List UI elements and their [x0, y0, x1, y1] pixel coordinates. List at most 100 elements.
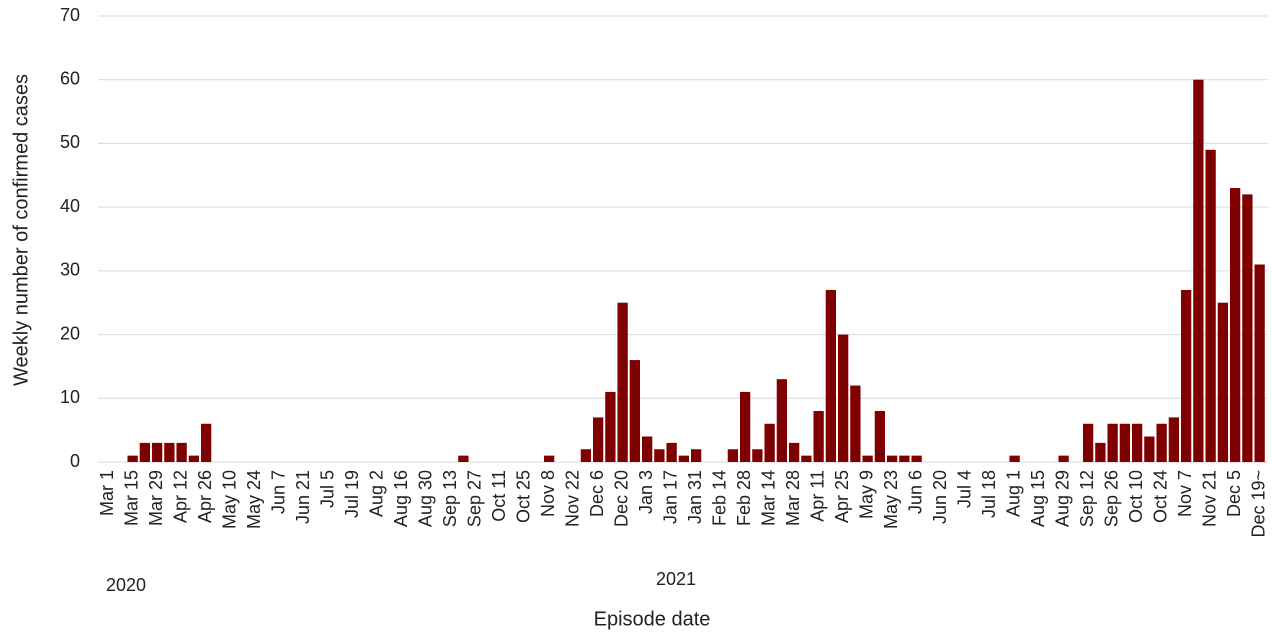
y-axis-title: Weekly number of confirmed cases — [10, 74, 32, 386]
x-tick-label: Oct 10 — [1126, 470, 1146, 523]
bar — [543, 455, 555, 462]
bar — [837, 334, 849, 462]
bar — [164, 442, 175, 462]
bar — [825, 289, 837, 462]
bar — [1254, 264, 1265, 462]
bar — [911, 455, 922, 462]
bar — [801, 455, 812, 462]
bar — [899, 455, 910, 462]
bar — [592, 417, 604, 462]
bar — [1119, 423, 1131, 462]
y-tick-label: 40 — [60, 196, 80, 216]
bar — [813, 411, 824, 462]
x-tick-label: Feb 28 — [734, 470, 754, 526]
bar — [690, 449, 702, 462]
bar — [1095, 442, 1106, 462]
x-tick-label: Nov 22 — [562, 470, 582, 527]
bar — [1082, 423, 1094, 462]
year-label: 2021 — [656, 569, 696, 589]
bar — [176, 442, 187, 462]
y-tick-label: 20 — [60, 323, 80, 343]
year-label: 2020 — [106, 575, 146, 595]
bar — [139, 442, 151, 462]
x-tick-label: Jul 4 — [954, 470, 974, 508]
x-tick-label: Jul 5 — [317, 470, 337, 508]
x-tick-label: Apr 25 — [832, 470, 852, 523]
bar — [1229, 188, 1241, 462]
x-tick-label: Jan 3 — [636, 470, 656, 514]
x-tick-label: Jun 6 — [905, 470, 925, 514]
bar — [188, 455, 200, 462]
bar — [1242, 194, 1253, 462]
bar — [654, 449, 665, 462]
bar — [1156, 423, 1167, 462]
x-tick-label: Jun 21 — [293, 470, 313, 524]
x-tick-label: Sep 13 — [440, 470, 460, 527]
y-tick-label: 10 — [60, 387, 80, 407]
x-tick-label: Mar 15 — [121, 470, 141, 526]
x-tick-label: Jan 17 — [660, 470, 680, 524]
x-tick-label: Sep 26 — [1101, 470, 1121, 527]
x-tick-label: Jun 7 — [268, 470, 288, 514]
bar — [1131, 423, 1143, 462]
bar — [1205, 149, 1216, 463]
bar — [200, 423, 212, 462]
bar — [678, 455, 690, 462]
bar — [1180, 289, 1192, 462]
y-tick-label: 30 — [60, 260, 80, 280]
bar — [629, 360, 641, 462]
x-tick-label: Jun 20 — [930, 470, 950, 524]
x-tick-label: Aug 29 — [1052, 470, 1072, 527]
x-tick-label: May 9 — [856, 470, 876, 519]
x-tick-label: Jul 19 — [342, 470, 362, 518]
bar — [752, 449, 763, 462]
bar — [739, 391, 751, 462]
x-tick-label: Dec 6 — [587, 470, 607, 517]
bar — [727, 449, 739, 462]
x-tick-label: Sep 27 — [464, 470, 484, 527]
x-tick-label: Oct 25 — [513, 470, 533, 523]
x-tick-label: Mar 1 — [97, 470, 117, 516]
y-tick-label: 60 — [60, 68, 80, 88]
y-tick-label: 0 — [70, 451, 80, 471]
x-tick-label: Mar 29 — [146, 470, 166, 526]
bar — [1009, 455, 1020, 462]
x-tick-label: Aug 16 — [391, 470, 411, 527]
bar — [1144, 436, 1155, 462]
x-tick-label: Dec 19~ — [1248, 470, 1268, 538]
x-tick-label: Mar 28 — [783, 470, 803, 526]
x-tick-label: Dec 20 — [611, 470, 631, 527]
bar — [1107, 423, 1118, 462]
bar — [788, 442, 800, 462]
bar — [1168, 417, 1180, 462]
x-tick-label: Jul 18 — [979, 470, 999, 518]
x-tick-label: Nov 7 — [1175, 470, 1195, 517]
y-tick-label: 70 — [60, 5, 80, 25]
x-axis-title: Episode date — [594, 608, 711, 630]
bar — [666, 442, 677, 462]
x-tick-label: May 24 — [244, 470, 264, 529]
x-tick-label: Oct 11 — [489, 470, 509, 522]
x-tick-label: Aug 30 — [415, 470, 435, 527]
x-tick-label: Apr 26 — [195, 470, 215, 523]
x-tick-label: Sep 12 — [1077, 470, 1097, 527]
x-tick-label: Nov 21 — [1199, 470, 1219, 527]
x-tick-label: Apr 11 — [807, 470, 827, 522]
bar — [617, 302, 628, 462]
x-tick-label: Apr 12 — [170, 470, 190, 523]
bar — [641, 436, 653, 462]
bar — [127, 455, 138, 462]
x-tick-label: Aug 1 — [1003, 470, 1023, 517]
bar — [580, 449, 592, 462]
x-tick-label: Oct 24 — [1150, 470, 1170, 523]
bar — [776, 379, 788, 462]
bar — [1193, 79, 1204, 462]
x-tick-label: Dec 5 — [1224, 470, 1244, 517]
bar — [151, 442, 163, 462]
x-tick-label: Jan 31 — [685, 470, 705, 524]
bar — [764, 423, 775, 462]
bar — [874, 411, 886, 462]
x-tick-label: Aug 15 — [1028, 470, 1048, 527]
x-tick-label: Aug 2 — [366, 470, 386, 517]
